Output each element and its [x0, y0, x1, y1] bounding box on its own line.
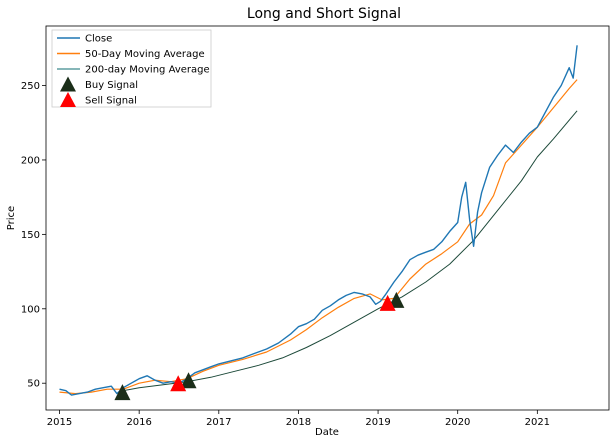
legend-swatch-triangle	[60, 76, 76, 92]
x-tick-label: 2019	[365, 417, 390, 428]
y-tick-label: 50	[27, 379, 40, 390]
legend-label: 200-day Moving Average	[85, 65, 210, 76]
ma50-line	[59, 79, 578, 395]
x-tick-label: 2018	[286, 417, 311, 428]
close-line	[59, 45, 578, 396]
legend-label: Close	[85, 34, 112, 45]
legend-label: Sell Signal	[85, 96, 137, 107]
legend-swatch-triangle	[60, 92, 76, 107]
x-tick-label: 2020	[445, 417, 470, 428]
sell-signal-marker	[379, 294, 396, 311]
y-tick-label: 250	[21, 81, 40, 92]
y-tick-label: 150	[21, 230, 40, 241]
y-tick-label: 100	[21, 304, 40, 315]
chart-title: Long and Short Signal	[247, 6, 401, 22]
legend: Close 50-Day Moving Average 200-day Moving…	[51, 29, 212, 108]
x-axis-label: Date	[315, 427, 339, 438]
x-tick-label: 2017	[206, 417, 231, 428]
legend-label: Buy Signal	[85, 80, 138, 91]
ma200-line	[123, 110, 578, 392]
y-axis-label: Price	[6, 206, 17, 230]
plot-area	[45, 25, 610, 411]
legend-label: 50-Day Moving Average	[85, 49, 205, 60]
buy-signal-marker	[180, 372, 197, 389]
x-tick-label: 2016	[126, 417, 151, 428]
series-lines	[59, 45, 578, 396]
sell-signal-marker	[170, 375, 187, 392]
buy-signal-marker	[388, 291, 405, 308]
x-tick-label: 2021	[525, 417, 550, 428]
buy-signal-marker	[114, 384, 131, 401]
signal-markers	[114, 291, 405, 401]
x-tick-label: 2015	[47, 417, 72, 428]
y-tick-label: 200	[21, 155, 40, 166]
axis-ticks: 2015 2016 2017 2018 2019 2020 2021 50 100 150 200 2…	[21, 81, 550, 428]
